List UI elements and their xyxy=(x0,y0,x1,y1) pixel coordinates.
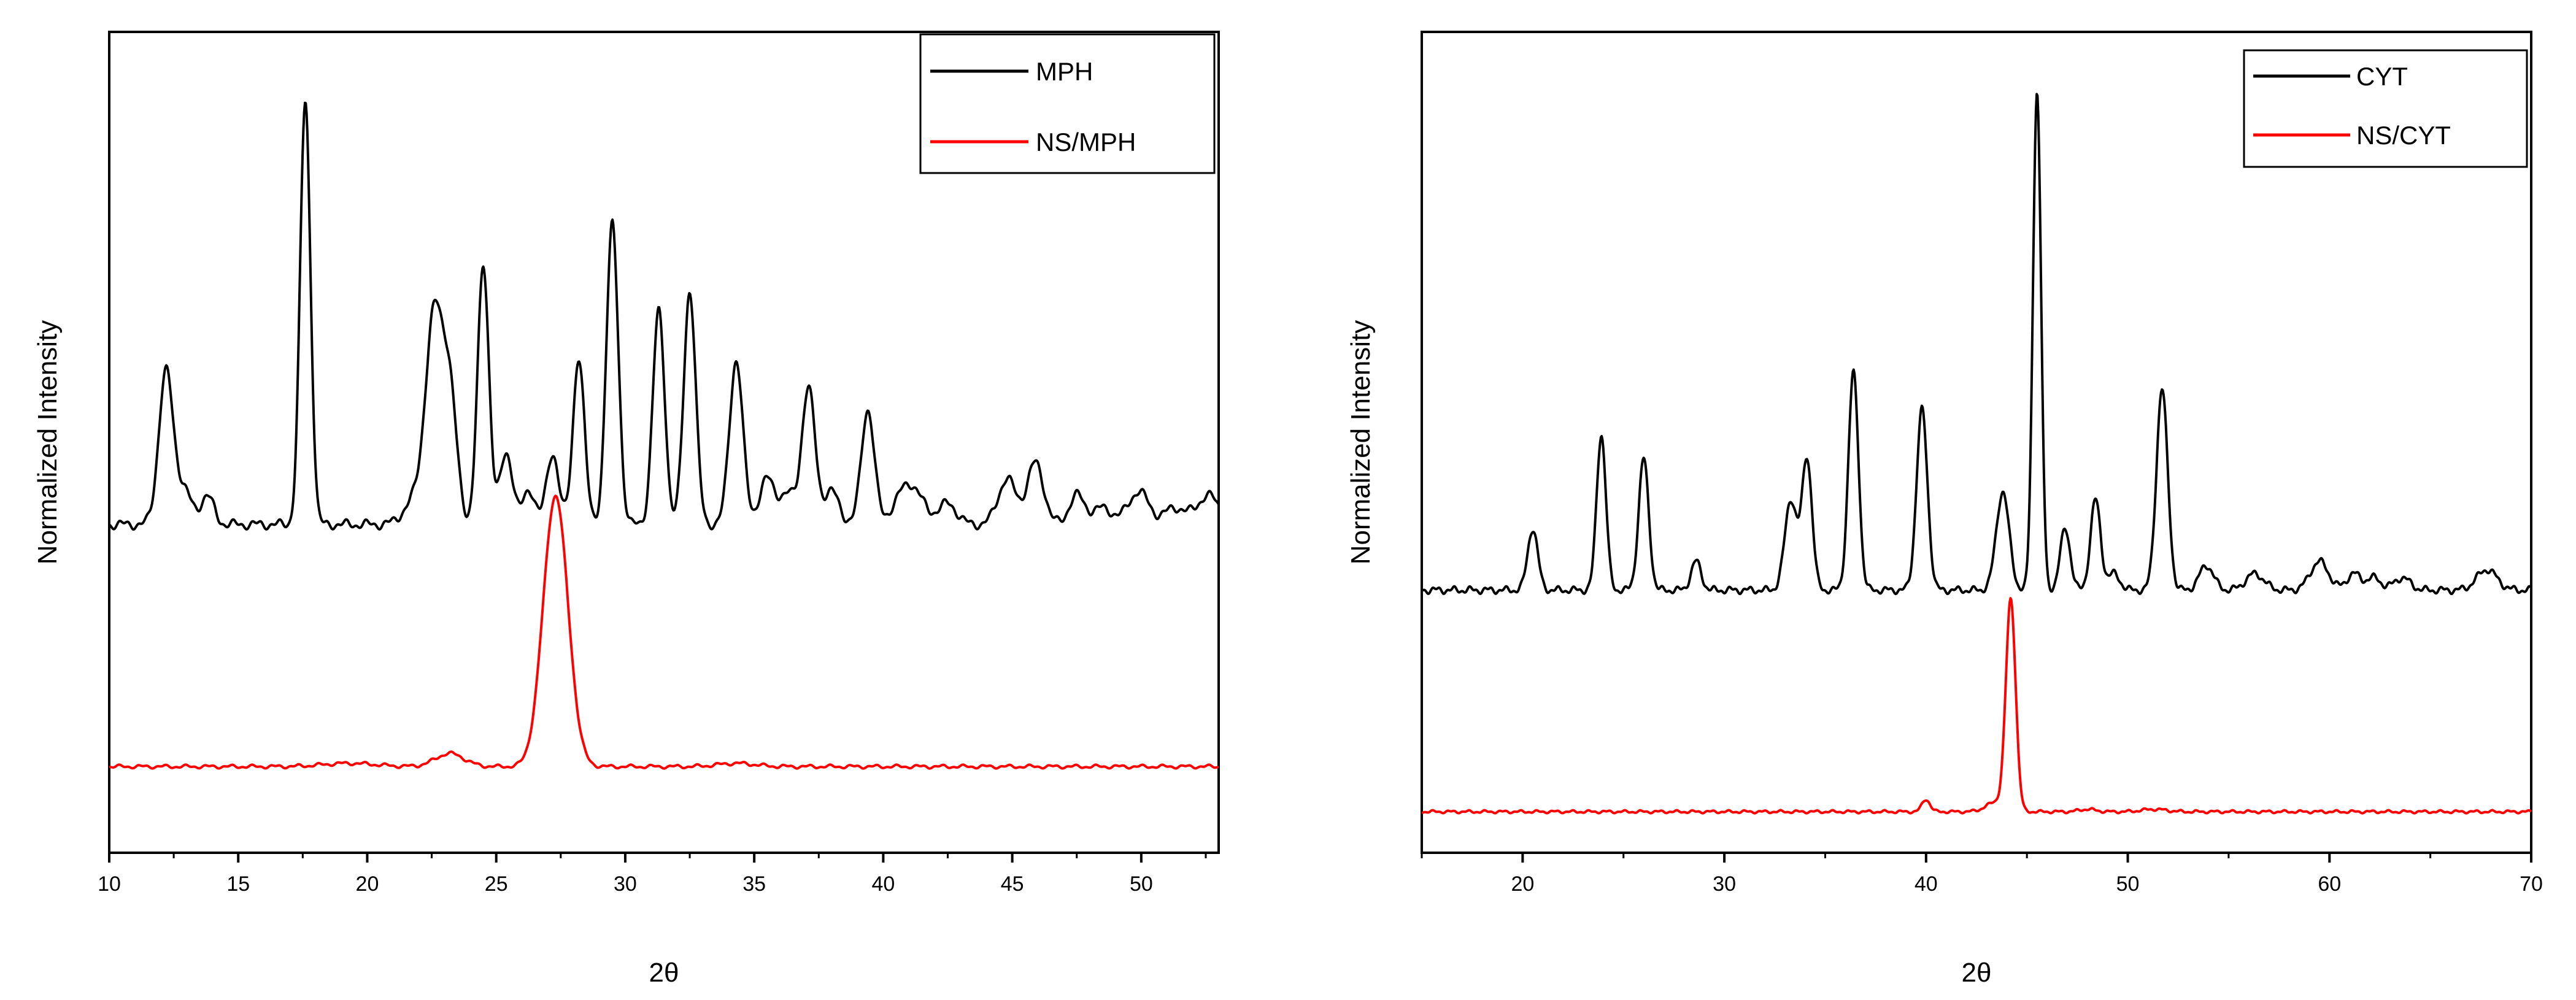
x-tick-label: 50 xyxy=(1130,872,1153,896)
series-line-mph xyxy=(108,101,1220,531)
plot-frame xyxy=(1421,31,2532,854)
y-axis-label: Normalized Intensity xyxy=(1346,320,1376,565)
legend: MPH NS/MPH xyxy=(919,33,1216,174)
x-tick-label: 20 xyxy=(356,872,379,896)
x-tick-label: 70 xyxy=(2520,872,2543,896)
x-tick-label: 15 xyxy=(226,872,250,896)
x-tick-label: 20 xyxy=(1511,872,1534,896)
x-tick-label: 50 xyxy=(2116,872,2140,896)
legend: CYT NS/CYT xyxy=(2243,49,2528,168)
legend-box xyxy=(919,33,1216,174)
series-layer xyxy=(108,101,1220,770)
series-line-ns-mph xyxy=(109,494,1219,770)
x-tick-label: 35 xyxy=(742,872,766,896)
x-tick-label: 30 xyxy=(1713,872,1736,896)
x-tick-label: 25 xyxy=(485,872,508,896)
chart-mph-panel: 10 15 20 25 30 35 40 45 50 2θ Normalized Intensi… xyxy=(33,31,1220,988)
x-tick-label: 45 xyxy=(1001,872,1024,896)
x-tick-label: 30 xyxy=(614,872,637,896)
x-axis-ticks: 10 15 20 25 30 35 40 45 50 xyxy=(98,853,1207,896)
x-axis-ticks: 20 30 40 50 60 70 xyxy=(1421,853,2543,896)
x-axis-label: 2θ xyxy=(1962,958,1992,988)
x-tick-label: 40 xyxy=(1915,872,1938,896)
y-axis-label: Normalized Intensity xyxy=(33,320,63,565)
legend-label-ns-mph: NS/MPH xyxy=(1036,128,1136,156)
x-tick-label: 40 xyxy=(871,872,895,896)
legend-box xyxy=(2243,49,2528,168)
series-line-ns-cyt xyxy=(1421,597,2532,815)
series-line-cyt xyxy=(1421,93,2532,596)
legend-label-mph: MPH xyxy=(1036,57,1093,86)
chart-cyt-panel: 20 30 40 50 60 70 2θ Normalized Intensity CYT… xyxy=(1346,31,2543,988)
plot-frame xyxy=(108,31,1220,854)
x-axis-label: 2θ xyxy=(649,958,679,988)
x-tick-label: 60 xyxy=(2318,872,2341,896)
legend-label-cyt: CYT xyxy=(2356,62,2408,91)
x-tick-label: 10 xyxy=(98,872,121,896)
legend-label-ns-cyt: NS/CYT xyxy=(2356,121,2451,150)
series-layer xyxy=(1421,93,2532,815)
